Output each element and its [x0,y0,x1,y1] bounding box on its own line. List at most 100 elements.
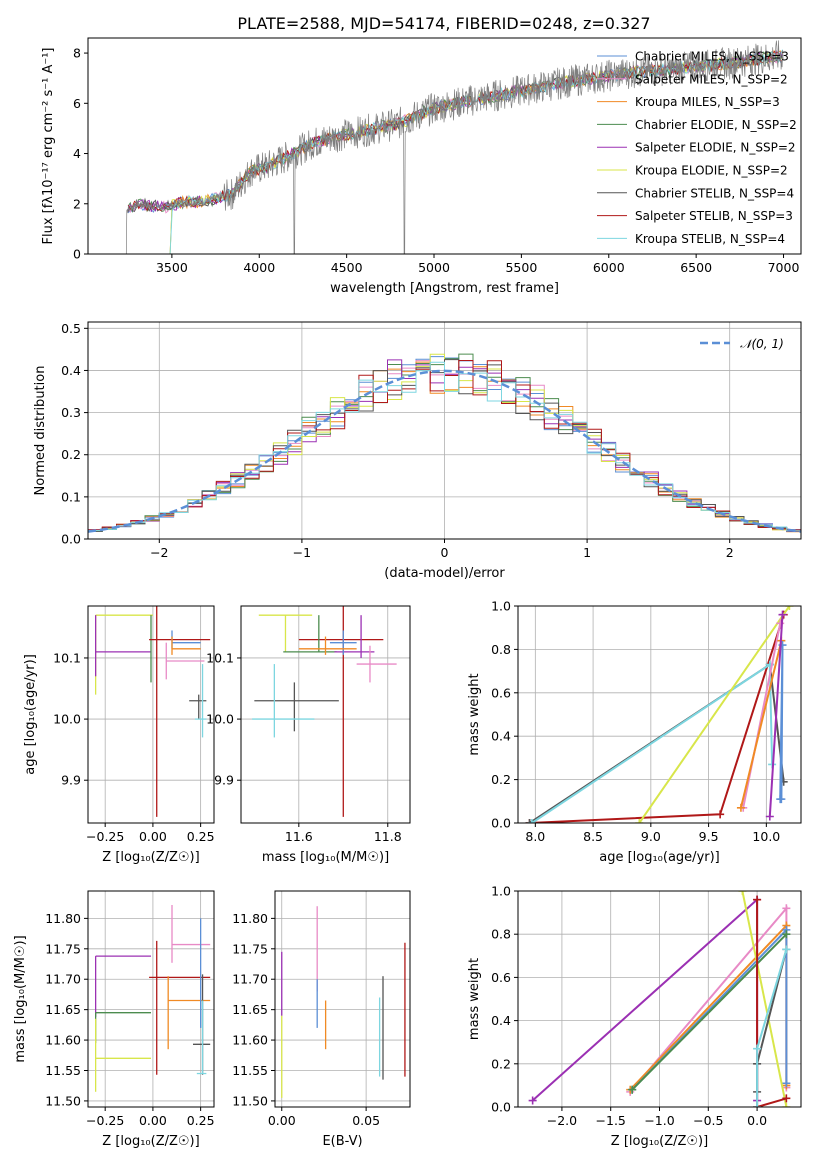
spectrum-xlabel: wavelength [Angstrom, rest frame] [330,281,559,296]
residuals-ytick-label: 0.5 [61,321,81,336]
massweight_vs_Z-frame [517,890,802,1108]
massweight_vs_Z-ytick-label: 0.6 [491,970,511,985]
massweight_vs_Z-xtick-label: −2.0 [547,1113,577,1128]
massweight_vs_Z-series-5 [741,891,788,1107]
age_vs_mass-xtick-label: 11.8 [374,829,402,844]
age_vs_mass-point-5 [356,645,397,683]
massweight_vs_age-xlabel: age [log₁₀(age/yr)] [599,850,720,865]
massweight_vs_age-ytick-label: 0.8 [491,642,511,657]
massweight_vs_Z-ytick-label: 0.8 [491,927,511,942]
age_vs_mass-ytick-label: 10.0 [206,712,234,727]
massweight_vs_Z-marker [753,1103,762,1107]
mass_vs_ebv-frame [274,890,411,1108]
residuals-gaussian-curve [88,369,801,533]
spectrum-legend-label: Salpeter STELIB, N_SSP=3 [635,209,793,223]
age_vs_mass-frame [240,605,411,824]
age_vs_Z-ylabel: age [log₁₀(age/yr)] [23,654,38,775]
residuals-axes: −2 −1 0 1 2 0.0 0.1 0.2 0.3 0.4 0.5 (data-model)/er… [33,321,801,581]
mass_vs_ebv-points [281,906,406,1098]
mass_vs_Z-ytick-label: 11.60 [45,1033,81,1048]
massweight_vs_age-xtick-label: 9.5 [699,829,719,844]
massweight_vs_Z-marker [628,1085,637,1094]
residuals-ytick-label: 0.2 [61,447,81,462]
age_vs_Z-point-7 [189,694,207,720]
age_vs_mass-point-6 [298,636,357,655]
massweight_vs_age-xtick-label: 9.0 [641,829,661,844]
massweight_vs_age-marker [778,610,787,619]
age_vs_mass-points [252,606,397,817]
massweight_vs_age-ytick-label: 0.0 [491,816,511,831]
massweight_vs_age-marker [635,819,644,823]
spectrum-lines [124,40,784,254]
age_vs_Z-frame [87,605,215,824]
mass_vs_ebv-axes: 0.00 0.05 11.50 11.55 11.60 11.65 11.70 11.75 11… [232,891,410,1149]
mass_vs_Z-xtick-label: 0.25 [187,1113,215,1128]
residuals-legend-label: 𝒩(0, 1) [740,337,784,351]
massweight_vs_age-ytick-label: 0.6 [491,685,511,700]
mass_vs_Z-point-4 [171,904,211,963]
massweight_vs_age-marker [777,795,786,804]
massweight_vs_age-ytick-label: 0.2 [491,772,511,787]
mass_vs_Z-points [94,904,211,1092]
massweight_vs_age-ytick-label: 0.4 [491,729,511,744]
residuals-ytick-label: 0.4 [61,363,81,378]
age_vs_Z-points [94,606,211,817]
massweight_vs_Z-marker [753,1044,762,1053]
age_vs_mass-point-2 [283,615,337,653]
residuals-ytick-label: 0.3 [61,405,81,420]
mass_vs_ebv-xtick-label: 0.00 [268,1113,296,1128]
massweight_vs_age-xtick-label: 8.5 [583,829,603,844]
massweight_vs_Z-xtick-label: −1.5 [596,1113,626,1128]
spectrum-ytick-label: 2 [73,196,81,211]
age_vs_mass-ytick-label: 9.9 [214,773,234,788]
mass_vs_Z-axes: −0.25 0.00 0.25 11.50 11.55 11.60 11.65 11.70 11… [13,891,215,1149]
mass_vs_Z-xtick-label: −0.25 [86,1113,124,1128]
massweight_vs_age-marker [785,606,794,610]
mass_vs_ebv-ytick-label: 11.60 [232,1033,268,1048]
spectrum-ytick-label: 6 [73,96,81,111]
spectrum-legend-label: Kroupa ELODIE, N_SSP=2 [635,164,788,178]
spectrum-xtick-label: 3500 [156,260,188,275]
residuals-ytick-label: 0.0 [61,532,81,547]
massweight_vs_Z-lines [528,891,791,1107]
mass_vs_Z-ytick-label: 11.55 [45,1063,81,1078]
mass_vs_ebv-ytick-label: 11.65 [232,1002,268,1017]
mass_vs_ebv-ytick-label: 11.50 [232,1093,268,1108]
massweight_vs_Z-marker [782,945,791,954]
residuals-hist [88,353,801,533]
massweight_vs_age-series-5 [739,640,783,809]
age_vs_Z-ytick-label: 10.1 [53,650,81,665]
massweight_vs_age-xtick-label: 10.0 [752,829,780,844]
age_vs_Z-xtick-label: 0.00 [139,829,167,844]
mass_vs_Z-ytick-label: 11.70 [45,972,81,987]
age_vs_Z-point-1 [94,615,151,677]
mass_vs_Z-xtick-label: 0.00 [139,1113,167,1128]
massweight_vs_age-marker [736,803,745,812]
massweight_vs_Z-marker [738,891,747,895]
age_vs_Z-point-3 [149,606,211,817]
mass_vs_ebv-xtick-label: 0.05 [352,1113,380,1128]
spectrum-xtick-label: 4500 [331,260,363,275]
mass_vs_ebv-xlabel: E(B-V) [322,1134,362,1149]
mass_vs_Z-ylabel: mass [log₁₀(M/M☉)] [13,935,28,1062]
age_vs_mass-point-0 [258,614,313,652]
mass_vs_ebv-ytick-label: 11.75 [232,941,268,956]
massweight_vs_Z-ytick-label: 0.0 [491,1100,511,1115]
massweight_vs_Z-ytick-label: 0.4 [491,1013,511,1028]
massweight_vs_age-marker [716,810,725,819]
massweight_vs_Z-axes: −2.0 −1.5 −1.0 −0.5 0.0 0.0 0.2 0.4 0.6 0.8 1.0 Z [… [467,884,801,1149]
spectrum-xtick-label: 4000 [243,260,275,275]
massweight_vs_Z-ylabel: mass weight [467,958,482,1040]
massweight_vs_Z-marker [782,1079,791,1088]
spectrum-xtick-label: 5500 [505,260,537,275]
massweight_vs_age-xtick-label: 8.0 [525,829,545,844]
spectrum-xtick-label: 6000 [593,260,625,275]
massweight_vs_age-marker [527,819,536,823]
age_vs_Z-xtick-label: −0.25 [86,829,124,844]
age_vs_Z-point-5 [171,636,201,655]
massweight_vs_Z-marker [782,904,791,913]
massweight_vs_Z-ytick-label: 1.0 [491,884,511,899]
massweight_vs_age-series-4 [742,623,782,808]
massweight_vs_age-marker [765,812,774,821]
age_vs_Z-xlabel: Z [log₁₀(Z/Z☉)] [102,850,199,865]
